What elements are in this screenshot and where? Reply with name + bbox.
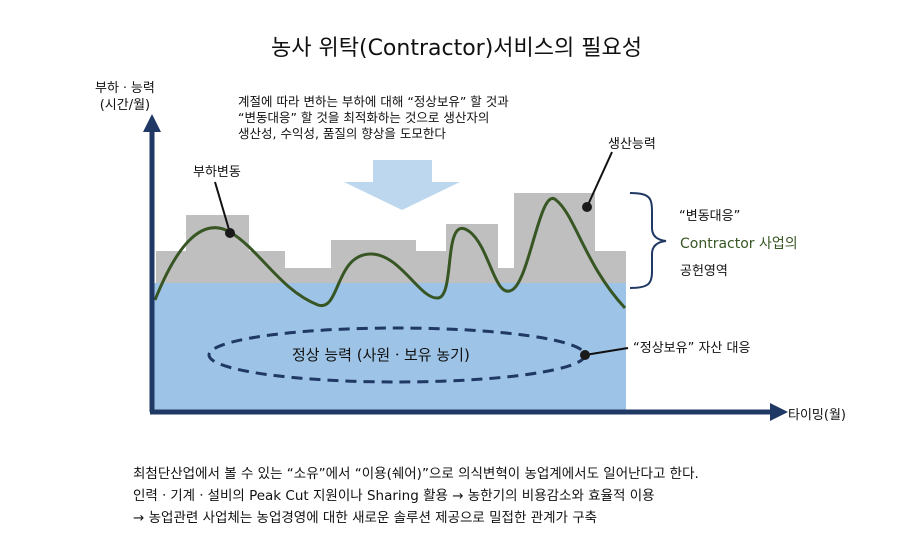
brace-text-line1: “변동대응” xyxy=(679,209,741,224)
page-title: 농사 위탁(Contractor)서비스의 필요성 xyxy=(271,36,642,61)
capacity-block xyxy=(331,240,416,283)
brace-text-line2: Contractor 사업의 xyxy=(680,236,798,252)
steady-response-label: “정상보유” 자산 대응 xyxy=(633,341,751,356)
production-capacity-dot xyxy=(582,202,592,212)
leader-line xyxy=(586,151,613,208)
y-axis-arrowhead xyxy=(143,114,161,132)
top-note: 계절에 따라 변하는 부하에 대해 “정상보유” 할 것과 “변동대응” 할 것… xyxy=(238,94,509,141)
leader-line xyxy=(584,347,629,356)
capacity-block xyxy=(186,215,249,283)
capacity-block xyxy=(595,251,626,283)
steady-response-dot xyxy=(580,350,590,360)
load-curve xyxy=(153,196,627,310)
leader-line xyxy=(214,181,231,234)
y-axis-label: 부하ㆍ능력 (시간/월) xyxy=(95,81,155,113)
brace xyxy=(629,192,667,289)
load-variation-dot xyxy=(225,228,235,238)
steady-capacity-area xyxy=(152,283,626,412)
capacity-block xyxy=(285,268,331,283)
bottom-note: 최첨단산업에서 볼 수 있는 “소유”에서 “이용(쉐어)”으로 의식변혁이 농… xyxy=(133,466,699,526)
x-axis-arrowhead xyxy=(770,403,788,421)
x-axis-label: 타이밍(월) xyxy=(788,408,846,423)
brace-text-line3: 공헌영역 xyxy=(680,264,728,279)
down-arrow xyxy=(344,160,460,210)
steady-capacity-label: 정상 능력 (사원ㆍ보유 농기) xyxy=(292,346,470,364)
production-capacity-label: 생산능력 xyxy=(608,137,656,152)
capacity-block xyxy=(416,251,446,283)
variable-capacity-blocks xyxy=(156,193,626,283)
load-variation-label: 부하변동 xyxy=(193,165,241,180)
capacity-block xyxy=(498,268,514,283)
